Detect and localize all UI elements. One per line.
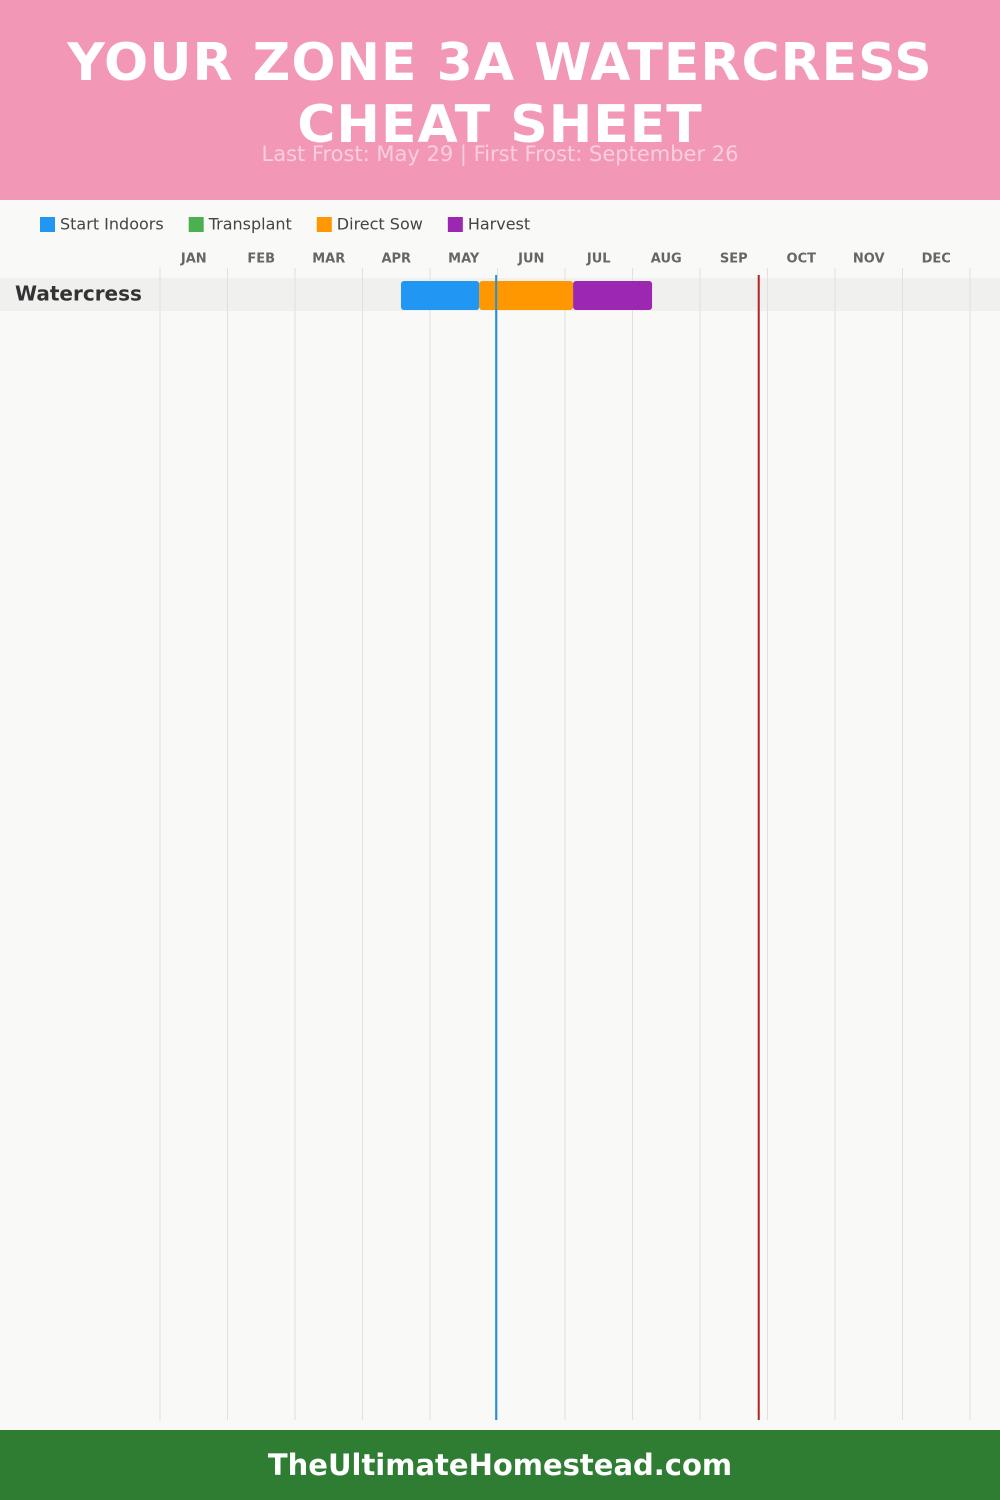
month-label: JAN — [180, 252, 207, 267]
legend-label: Start Indoors — [60, 215, 164, 234]
bar — [479, 281, 574, 310]
bar — [573, 281, 653, 310]
legend-swatch — [316, 217, 332, 232]
header: YOUR ZONE 3A WATERCRESS CHEAT SHEET Last… — [0, 0, 1000, 200]
title: YOUR ZONE 3A WATERCRESS CHEAT SHEET — [67, 33, 933, 155]
bar — [400, 281, 480, 310]
month-label: JUL — [586, 252, 611, 267]
month-label: JUN — [517, 252, 544, 267]
crop-label: Watercress — [15, 282, 142, 306]
legend-swatch — [188, 217, 204, 232]
legend-swatch — [447, 217, 463, 232]
month-label: SEP — [720, 252, 748, 267]
footer: TheUltimateHomestead.com — [0, 1430, 1000, 1500]
month-label: MAY — [448, 252, 480, 267]
month-label: DEC — [922, 252, 951, 267]
legend-label: Transplant — [208, 215, 292, 234]
legend-swatch — [40, 217, 55, 232]
month-label: AUG — [651, 252, 682, 267]
legend-label: Harvest — [468, 215, 530, 234]
chart: Start Indoors Transplant Direct Sow Harvest… — [0, 215, 1000, 1420]
month-label: MAR — [312, 252, 345, 267]
subtitle: Last Frost: May 29 | First Frost: Septem… — [261, 142, 739, 166]
legend-label: Direct Sow — [337, 215, 423, 234]
month-label: FEB — [247, 252, 275, 267]
month-label: APR — [381, 252, 411, 267]
month-label: OCT — [787, 252, 817, 267]
month-label: NOV — [853, 252, 885, 267]
